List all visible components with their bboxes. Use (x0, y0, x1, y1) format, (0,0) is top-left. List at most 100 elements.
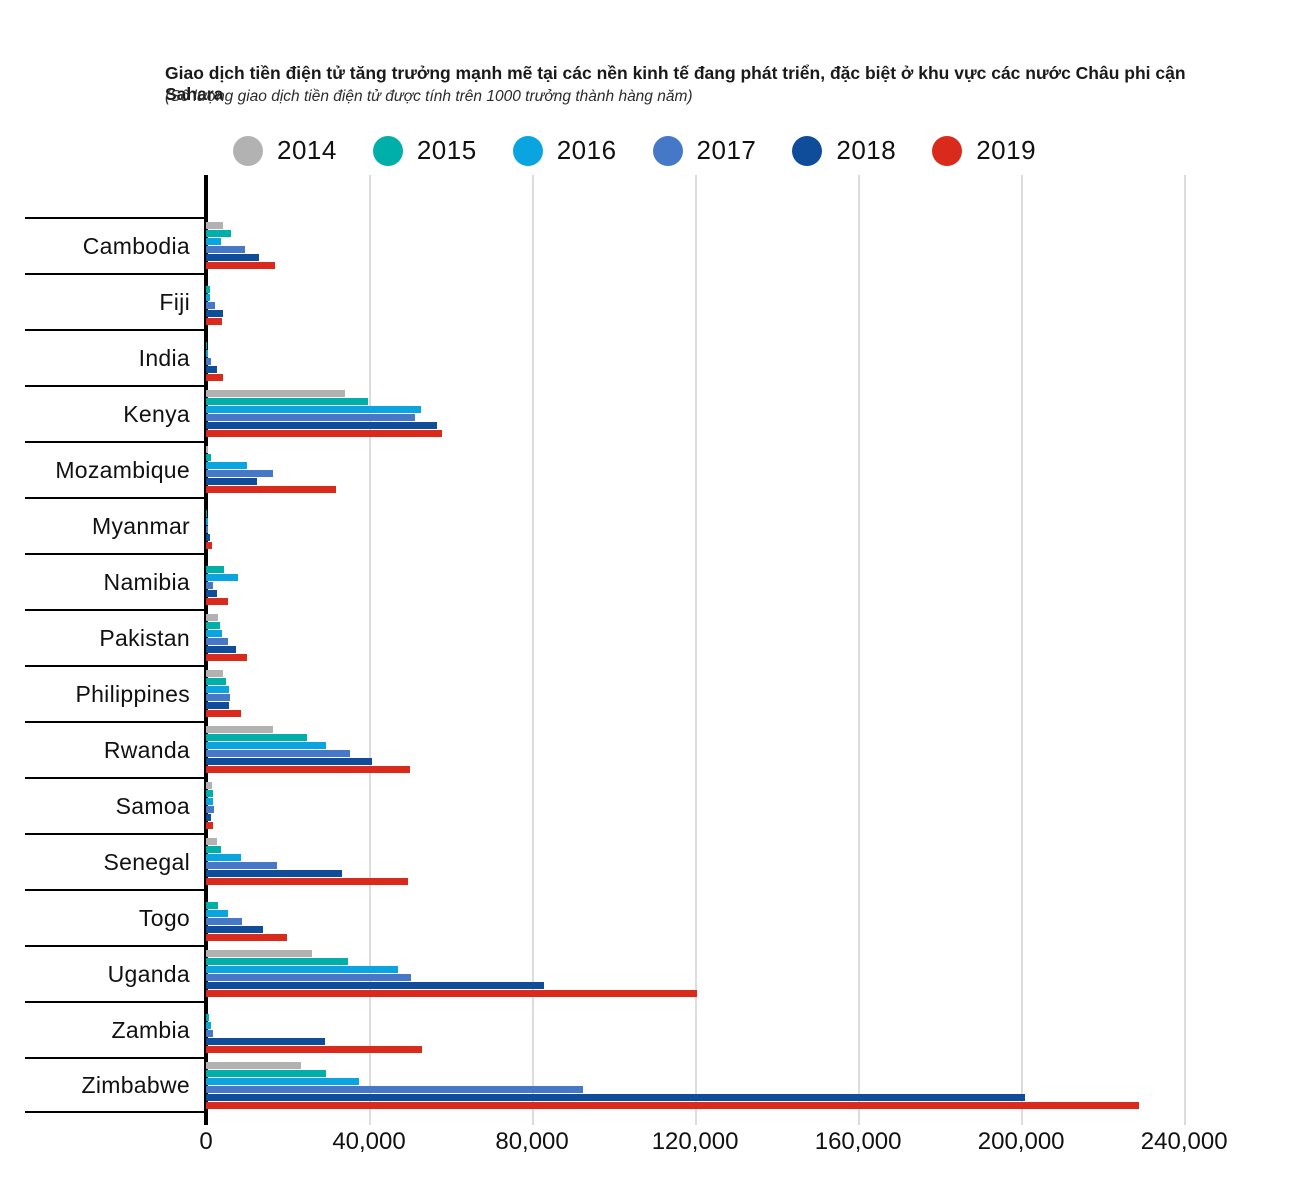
bar (206, 734, 308, 741)
legend-color-dot (792, 135, 823, 166)
bar (206, 806, 215, 813)
bar (206, 750, 351, 757)
bar (206, 870, 343, 877)
bar (206, 1022, 211, 1029)
bar (206, 990, 698, 997)
bar (206, 646, 236, 653)
gridline (369, 175, 372, 1125)
chart-title: Giao dịch tiền điện tử tăng trưởng mạnh … (165, 63, 1186, 104)
x-tick-label: 200,000 (977, 1128, 1065, 1155)
bar (206, 254, 259, 261)
bar-group (206, 217, 1282, 273)
bar-group (206, 273, 1282, 329)
category-label: Pakistan (25, 609, 206, 665)
bar (206, 366, 217, 373)
gridline (695, 175, 698, 1125)
legend-color-dot (512, 135, 543, 166)
legend-item: 2018 (792, 135, 896, 166)
bar (206, 510, 207, 517)
category-label: Rwanda (25, 721, 206, 777)
bar (206, 798, 213, 805)
bar (206, 910, 228, 917)
bar (206, 1086, 584, 1093)
bar (206, 422, 437, 429)
category-label: Uganda (25, 945, 206, 1001)
bar (206, 1078, 359, 1085)
bar (206, 590, 217, 597)
bar-group (206, 385, 1282, 441)
bar (206, 534, 211, 541)
bar (206, 1014, 209, 1021)
bar (206, 878, 409, 885)
gridline (1184, 175, 1187, 1125)
bar (206, 862, 277, 869)
legend-label: 2019 (976, 135, 1037, 165)
bar-group (206, 1057, 1282, 1113)
legend-color-dot (372, 135, 403, 166)
legend-item: 2019 (932, 135, 1036, 166)
chart-subtitle: (Số lượng giao dịch tiền điện tử được tí… (165, 88, 693, 105)
bar-group (206, 441, 1282, 497)
x-axis-ticks: 0 40,000 80,000 120,000 160,000 200,000 240,00… (199, 1128, 1282, 1168)
bar (206, 358, 211, 365)
bar (206, 566, 224, 573)
category-label: Fiji (25, 273, 206, 329)
bar (206, 966, 399, 973)
bar (206, 342, 208, 349)
bar (206, 598, 228, 605)
bar (206, 302, 215, 309)
bar (206, 310, 224, 317)
bar (206, 454, 211, 461)
bar (206, 846, 222, 853)
gridline (858, 175, 861, 1125)
bar (206, 670, 224, 677)
bar (206, 726, 273, 733)
legend-item: 2015 (372, 135, 477, 166)
legend: 2014 2015 2016 2017 2018 2019 (233, 135, 1036, 166)
category-label: Senegal (25, 833, 206, 889)
bar (206, 582, 213, 589)
bar-group (206, 1001, 1282, 1057)
bar-group (206, 777, 1282, 833)
legend-label: 2016 (556, 135, 617, 165)
bar (206, 934, 287, 941)
bar-group (206, 665, 1282, 721)
bar-group (206, 889, 1282, 945)
bar (206, 486, 337, 493)
bar (206, 918, 242, 925)
bar-group (206, 609, 1282, 665)
bar-group (206, 833, 1282, 889)
bar (206, 470, 273, 477)
bar (206, 286, 211, 293)
bar (206, 614, 218, 621)
gridline (1021, 175, 1024, 1125)
bar (206, 398, 369, 405)
category-labels: Cambodia Fiji India Kenya Mozambique Myanmar N… (25, 217, 206, 1113)
bar (206, 350, 209, 357)
x-tick-label: 120,000 (651, 1128, 739, 1155)
bar (206, 446, 209, 453)
category-label: Cambodia (25, 217, 206, 273)
bar (206, 1102, 1140, 1109)
bar (206, 814, 211, 821)
bar (206, 926, 263, 933)
bar (206, 1094, 1026, 1101)
bar (206, 526, 209, 533)
bar (206, 318, 222, 325)
bar (206, 430, 442, 437)
plot-area (204, 175, 1282, 1125)
legend-color-dot (233, 135, 263, 166)
bar-group (206, 721, 1282, 777)
bar (206, 518, 208, 525)
bar (206, 1070, 326, 1077)
bar (206, 654, 247, 661)
gridline (532, 175, 535, 1125)
legend-item: 2016 (512, 135, 617, 166)
bar (206, 462, 247, 469)
bar-group (206, 497, 1282, 553)
bar (206, 822, 213, 829)
legend-item: 2017 (652, 135, 757, 166)
category-label: Zimbabwe (25, 1057, 206, 1113)
bar (206, 622, 220, 629)
bar (206, 478, 257, 485)
